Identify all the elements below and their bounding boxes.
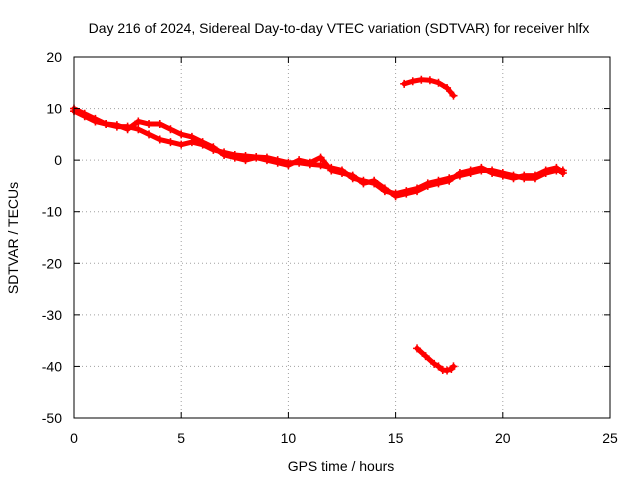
data-point bbox=[434, 362, 443, 371]
data-point bbox=[348, 171, 357, 180]
data-point bbox=[177, 140, 186, 149]
y-tick-label: 20 bbox=[46, 49, 62, 65]
data-point bbox=[145, 130, 154, 139]
y-axis-title: SDTVAR / TECUs bbox=[5, 182, 21, 294]
chart-title: Day 216 of 2024, Sidereal Day-to-day VTE… bbox=[89, 20, 590, 36]
data-point bbox=[155, 120, 164, 129]
data-point bbox=[421, 352, 430, 361]
data-point bbox=[273, 158, 282, 167]
data-point bbox=[166, 138, 175, 147]
data-point bbox=[408, 77, 417, 86]
data-point bbox=[425, 76, 434, 85]
y-tick-label: -30 bbox=[42, 307, 62, 323]
y-tick-label: -50 bbox=[42, 410, 62, 426]
series-lower-arc bbox=[413, 344, 458, 375]
data-point bbox=[230, 153, 239, 162]
data-point bbox=[241, 156, 250, 165]
data-point bbox=[295, 156, 304, 165]
data-point bbox=[262, 156, 271, 165]
data-point bbox=[530, 171, 539, 180]
data-point bbox=[177, 130, 186, 139]
data-point bbox=[166, 125, 175, 134]
data-point bbox=[252, 153, 261, 162]
data-point bbox=[134, 117, 143, 126]
data-point bbox=[123, 125, 132, 134]
data-point bbox=[498, 171, 507, 180]
data-point bbox=[91, 114, 100, 123]
data-point bbox=[455, 169, 464, 178]
data-point bbox=[558, 169, 567, 178]
data-point bbox=[443, 366, 452, 375]
data-point bbox=[552, 163, 561, 172]
y-tick-label: 0 bbox=[54, 152, 62, 168]
data-point bbox=[112, 121, 121, 130]
x-tick-label: 5 bbox=[177, 430, 185, 446]
x-tick-label: 10 bbox=[281, 430, 297, 446]
data-point bbox=[316, 153, 325, 162]
data-point bbox=[520, 171, 529, 180]
x-tick-label: 20 bbox=[495, 430, 511, 446]
data-point bbox=[305, 158, 314, 167]
data-point bbox=[488, 169, 497, 178]
data-point bbox=[413, 344, 422, 353]
data-point bbox=[391, 192, 400, 201]
data-point bbox=[338, 169, 346, 178]
data-point bbox=[370, 176, 379, 185]
data-point bbox=[402, 189, 411, 198]
data-point bbox=[187, 132, 196, 141]
data-point bbox=[220, 150, 229, 159]
data-point bbox=[417, 75, 426, 84]
y-tick-label: -10 bbox=[42, 204, 62, 220]
y-tick-label: -40 bbox=[42, 358, 62, 374]
data-point bbox=[477, 163, 486, 172]
data-point bbox=[509, 174, 518, 183]
data-point bbox=[445, 176, 454, 185]
data-point bbox=[423, 181, 432, 190]
data-point bbox=[155, 135, 164, 144]
data-series bbox=[70, 75, 567, 375]
data-point bbox=[102, 120, 111, 129]
axis-ticks: 0 5 10 15 20 25 -50 -40 -30 -20 -10 0 10 20 bbox=[42, 49, 618, 446]
data-point bbox=[541, 166, 550, 175]
y-tick-label: -20 bbox=[42, 255, 62, 271]
data-point bbox=[413, 187, 422, 196]
data-point bbox=[316, 161, 325, 170]
data-point bbox=[434, 78, 443, 87]
data-point bbox=[400, 79, 409, 88]
data-point bbox=[449, 362, 458, 371]
data-point bbox=[198, 138, 207, 147]
data-point bbox=[145, 120, 154, 129]
x-tick-label: 25 bbox=[602, 430, 618, 446]
x-tick-label: 0 bbox=[70, 430, 78, 446]
x-tick-label: 15 bbox=[388, 430, 404, 446]
data-point bbox=[380, 184, 389, 193]
plot-frame bbox=[73, 56, 611, 419]
data-point bbox=[359, 179, 368, 188]
data-point bbox=[443, 83, 452, 92]
series-main-trace-b bbox=[70, 104, 567, 201]
data-point bbox=[449, 91, 458, 100]
data-point bbox=[80, 109, 89, 118]
data-point bbox=[134, 125, 143, 134]
data-point bbox=[466, 166, 475, 175]
grid-lines bbox=[74, 57, 610, 418]
data-point bbox=[209, 143, 218, 152]
data-point bbox=[327, 166, 336, 175]
series-upper-arc bbox=[400, 75, 458, 100]
x-axis-title: GPS time / hours bbox=[288, 458, 395, 474]
data-point bbox=[430, 359, 439, 368]
y-tick-label: 10 bbox=[46, 101, 62, 117]
data-point bbox=[434, 179, 443, 188]
data-point bbox=[284, 161, 293, 170]
